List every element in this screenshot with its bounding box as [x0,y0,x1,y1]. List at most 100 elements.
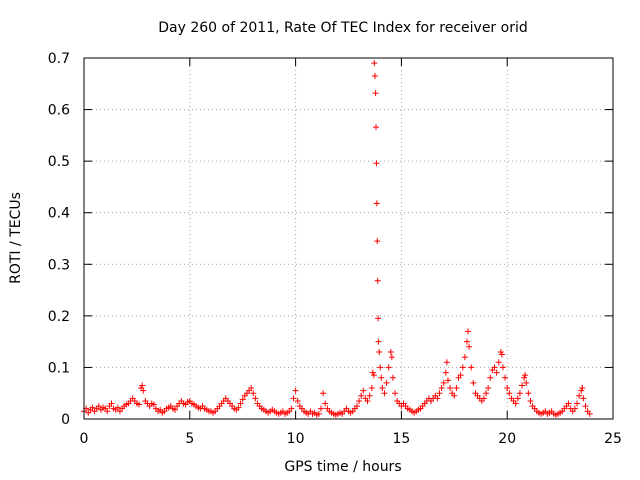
x-tick-label: 15 [392,431,410,447]
data-point-marker [108,400,115,407]
data-point-marker [434,395,441,402]
data-point-marker [315,410,322,417]
data-point-marker [447,385,454,392]
data-point-marker [485,385,492,392]
data-point-marker [516,390,523,397]
data-point-marker [466,343,473,350]
data-point-marker [95,403,102,410]
data-point-marker [442,369,449,376]
data-point-marker [576,392,583,399]
data-point-marker [443,359,450,366]
data-point-marker [497,348,504,355]
data-point-marker [383,379,390,386]
y-tick-label: 0.1 [48,360,70,376]
data-point-marker [388,354,395,361]
data-point-marker [465,328,472,335]
data-point-marker [436,390,443,397]
data-point-marker [114,404,121,411]
axis-ticks: 0 0.1 0.2 0.3 0.4 0.5 0.6 0.7 0 5 10 15 20 25 [48,51,622,447]
data-point-marker [366,392,373,399]
data-point-marker [579,385,586,392]
data-point-marker [171,406,178,413]
data-point-marker [140,387,147,394]
data-point-marker [514,395,521,402]
chart-title: Day 260 of 2011, Rate Of TEC Index for r… [158,20,527,36]
data-point-marker [523,379,530,386]
y-axis-label: ROTI / TECUs [8,192,24,284]
data-point-marker [237,400,244,407]
data-point-marker [571,405,578,412]
data-point-marker [364,397,371,404]
data-point-marker [578,387,585,394]
data-point-marker [85,409,92,416]
data-point-marker [580,395,587,402]
data-point-marker [527,397,534,404]
data-point-marker [381,390,388,397]
data-point-marker [376,348,383,355]
data-point-marker [506,390,513,397]
y-tick-label: 0.4 [48,206,70,222]
x-tick-label: 20 [498,431,516,447]
data-point-marker [574,400,581,407]
data-point-marker [250,390,257,397]
data-point-marker [239,396,246,403]
data-point-marker [372,90,379,97]
data-point-marker [373,160,380,167]
data-point-marker [586,410,593,417]
x-tick-label: 5 [185,431,194,447]
data-point-marker [519,382,526,389]
data-point-marker [150,401,157,408]
data-point-marker [499,364,506,371]
data-point-marker [139,382,146,389]
y-tick-label: 0.2 [48,309,70,325]
y-tick-label: 0.5 [48,154,70,170]
data-point-marker [290,395,297,402]
data-point-marker [512,400,519,407]
data-point-marker [468,364,475,371]
data-point-marker [502,374,509,381]
data-point-marker [389,374,396,381]
data-point-marker [385,364,392,371]
data-point-marker [377,364,384,371]
data-point-marker [378,374,385,381]
data-point-marker [235,404,242,411]
data-point-marker [369,369,376,376]
y-tick-label: 0.3 [48,257,70,273]
data-point-marker [440,379,447,386]
data-point-marker [358,392,365,399]
data-point-marker [371,60,378,67]
data-point-marker [451,392,458,399]
data-point-marker [444,377,451,384]
data-point-marker [368,385,375,392]
data-point-marker [379,385,386,392]
data-points [81,60,593,418]
data-point-marker [480,395,487,402]
grid-lines [84,58,613,419]
data-point-marker [457,372,464,379]
data-point-marker [582,403,589,410]
data-point-marker [356,397,363,404]
data-point-marker [373,124,380,131]
data-point-marker [565,400,572,407]
x-axis-label: GPS time / hours [284,459,401,475]
x-tick-label: 25 [604,431,622,447]
data-point-marker [487,374,494,381]
data-point-marker [461,354,468,361]
data-point-marker [438,385,445,392]
data-point-marker [491,364,498,371]
y-tick-label: 0 [61,412,70,428]
data-point-marker [495,359,502,366]
x-tick-label: 0 [80,431,89,447]
plot-frame [83,57,614,420]
data-point-marker [463,338,470,345]
data-point-marker [375,315,382,322]
data-point-marker [157,406,164,413]
data-point-marker [483,390,490,397]
data-point-marker [387,348,394,355]
data-point-marker [525,390,532,397]
data-point-marker [89,404,96,411]
data-point-marker [288,405,295,412]
data-point-marker [294,397,301,404]
data-point-marker [459,364,466,371]
